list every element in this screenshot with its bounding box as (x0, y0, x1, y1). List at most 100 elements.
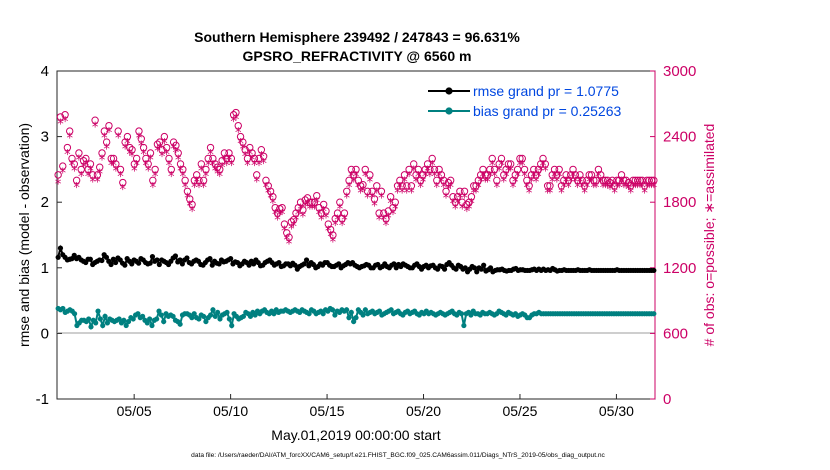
assimilated-obs-point: * (579, 181, 586, 196)
assimilated-obs-point: * (348, 170, 355, 185)
bias-point (224, 309, 230, 316)
possible-obs-point (366, 171, 374, 179)
assimilated-obs-point: * (327, 230, 334, 245)
possible-obs-point (199, 176, 208, 185)
possible-obs-point (91, 116, 99, 124)
assimilated-obs-point: * (258, 150, 265, 165)
assimilated-obs-point: * (318, 214, 325, 229)
right-y-tick-label: 1800 (663, 194, 696, 211)
assimilated-obs-point: * (468, 197, 475, 212)
assimilated-obs-point: * (346, 181, 353, 196)
possible-obs-point (299, 206, 307, 214)
assimilated-obs-point: * (233, 113, 240, 128)
possible-obs-point (601, 176, 610, 185)
rmse-point (391, 261, 397, 267)
possible-obs-point (442, 187, 450, 195)
bias-point (123, 322, 129, 329)
possible-obs-point (525, 182, 533, 190)
assimilated-obs-point: * (392, 203, 399, 218)
assimilated-obs-point: * (279, 208, 286, 223)
rmse-point (149, 254, 156, 260)
assimilated-obs-point: * (533, 175, 540, 190)
possible-obs-point (303, 194, 312, 202)
assimilated-obs-point: * (247, 148, 254, 163)
assimilated-obs-point: * (408, 186, 415, 201)
rmse-point (57, 245, 64, 251)
x-tick-label: 05/20 (406, 403, 441, 419)
assimilated-obs-point: * (175, 153, 182, 168)
possible-obs-point (391, 198, 399, 206)
bias-point (348, 309, 354, 316)
assimilated-obs-point: * (350, 175, 357, 190)
y-axis-label: rmse and bias (model - observation) (16, 123, 32, 347)
series-assimilated-obs: ****************************************… (55, 113, 658, 253)
possible-obs-point (139, 143, 148, 152)
assimilated-obs-point: * (173, 146, 180, 161)
possible-obs-point (229, 111, 238, 119)
bias-point (461, 322, 467, 329)
possible-obs-point (343, 187, 351, 195)
assimilated-obs-point: * (464, 205, 471, 220)
rmse-point (336, 261, 342, 267)
possible-obs-point (112, 160, 120, 168)
possible-obs-point (167, 165, 175, 174)
possible-obs-point (259, 152, 268, 160)
assimilated-obs-point: * (147, 153, 154, 168)
assimilated-obs-point: * (71, 164, 78, 179)
assimilated-obs-point: * (531, 170, 538, 185)
right-y-tick-label: 0 (663, 391, 671, 408)
possible-obs-point (340, 209, 349, 217)
bias-point (161, 318, 167, 325)
assimilated-obs-point: * (283, 233, 290, 248)
left-y-tick-label: -1 (36, 391, 49, 408)
possible-obs-point (255, 154, 263, 163)
possible-obs-point (373, 182, 381, 190)
possible-obs-point (555, 165, 563, 174)
series-bias (55, 305, 657, 331)
possible-obs-point (59, 162, 67, 170)
assimilated-obs-point: * (161, 137, 168, 152)
assimilated-obs-point: * (604, 181, 611, 196)
bias-point (130, 316, 136, 322)
assimilated-obs-point: * (454, 197, 461, 212)
rmse-point (207, 256, 213, 262)
bias-point (351, 318, 357, 325)
assimilated-obs-point: * (297, 203, 304, 218)
assimilated-obs-point: * (344, 192, 351, 207)
possible-obs-point (188, 200, 196, 209)
rmse-point (246, 262, 252, 268)
assimilated-obs-point: * (475, 181, 482, 196)
assimilated-obs-point: * (556, 170, 563, 185)
data-file-footer: data file: /Users/raeder/DAI/ATM_forcXX/… (191, 452, 605, 459)
assimilated-obs-point: * (106, 126, 113, 141)
assimilated-obs-point: * (440, 181, 447, 196)
assimilated-obs-point: * (242, 150, 249, 165)
possible-obs-point (506, 160, 515, 168)
assimilated-obs-point: * (591, 181, 598, 196)
possible-obs-point (301, 196, 309, 204)
possible-obs-point (382, 214, 390, 223)
possible-obs-point (102, 138, 111, 146)
possible-obs-point (629, 176, 637, 185)
assimilated-obs-point: * (154, 145, 161, 160)
assimilated-obs-point: * (561, 181, 568, 196)
assimilated-obs-point: * (131, 164, 138, 179)
bias-point (86, 316, 92, 322)
assimilated-obs-point: * (611, 186, 618, 201)
assimilated-obs-point: * (205, 159, 212, 174)
assimilated-obs-point: * (251, 159, 258, 174)
possible-obs-point (585, 171, 593, 179)
assimilated-obs-point: * (625, 183, 632, 198)
assimilated-obs-point: * (602, 181, 609, 196)
assimilated-obs-point: * (512, 175, 519, 190)
assimilated-obs-point: * (159, 150, 166, 165)
assimilated-obs-point: * (226, 153, 233, 168)
assimilated-obs-point: * (588, 175, 595, 190)
assimilated-obs-point: * (323, 211, 330, 226)
possible-obs-point (486, 165, 494, 174)
assimilated-obs-point: * (360, 185, 367, 200)
assimilated-obs-point: * (383, 219, 390, 234)
assimilated-obs-point: * (406, 170, 413, 185)
possible-obs-point (86, 160, 95, 168)
assimilated-obs-point: * (113, 164, 120, 179)
